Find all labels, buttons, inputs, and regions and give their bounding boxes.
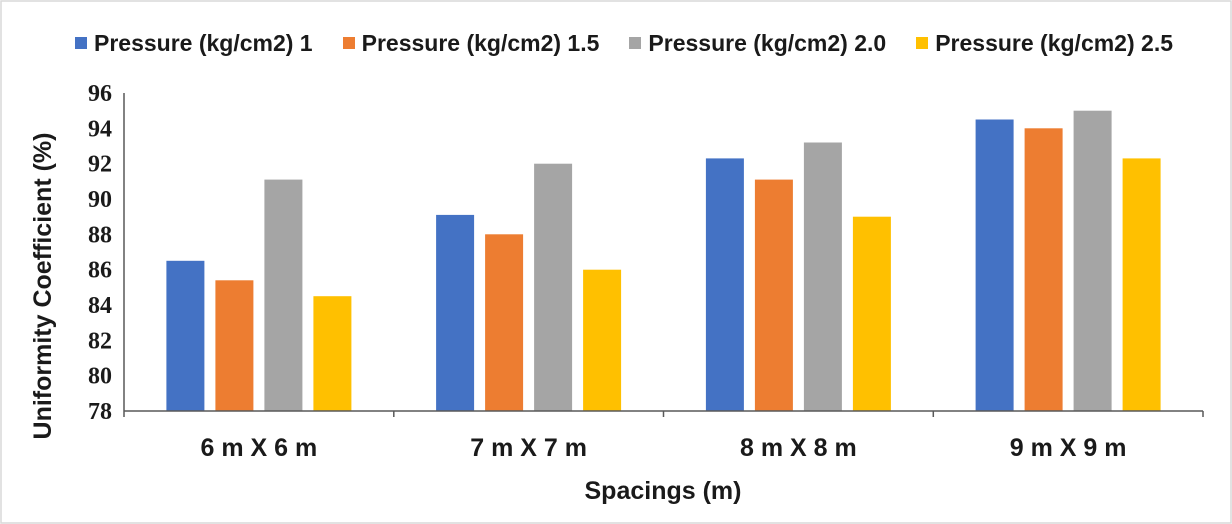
x-category-label-3: 8 m X 8 m — [740, 434, 857, 462]
legend-swatch-4 — [916, 37, 929, 49]
bar-s4-c2 — [583, 269, 622, 411]
legend-item-3: Pressure (kg/cm2) 2.0 — [629, 30, 886, 56]
bar-s3-c3 — [803, 142, 842, 411]
bar-s3-c2 — [534, 163, 573, 411]
legend-item-1: Pressure (kg/cm2) 1 — [74, 30, 313, 56]
bar-s2-c2 — [485, 234, 524, 411]
bar-s1-c2 — [436, 214, 475, 411]
y-tick-label-80: 80 — [88, 364, 112, 390]
bars — [166, 110, 1161, 412]
bar-s2-c4 — [1024, 128, 1063, 412]
bar-s1-c1 — [166, 260, 205, 411]
bar-s4-c3 — [852, 216, 891, 411]
y-tick-label-96: 96 — [88, 81, 112, 107]
y-axis-title: Uniformity Coefficient (%) — [29, 133, 57, 440]
y-tick-label-82: 82 — [88, 328, 112, 354]
bar-s1-c4 — [975, 119, 1014, 411]
x-category-label-4: 9 m X 9 m — [1010, 434, 1127, 462]
y-tick-label-94: 94 — [88, 116, 112, 142]
x-axis-ticks — [123, 411, 1204, 417]
y-tick-label-92: 92 — [88, 152, 112, 178]
y-tick-labels: 78 80 82 84 86 88 90 92 94 96 — [88, 81, 112, 425]
y-tick-label-78: 78 — [88, 399, 112, 425]
legend-item-2: Pressure (kg/cm2) 1.5 — [342, 30, 600, 56]
bar-s2-c1 — [215, 280, 254, 411]
legend-swatch-1 — [74, 37, 87, 49]
legend-item-4: Pressure (kg/cm2) 2.5 — [916, 30, 1173, 56]
bar-s1-c3 — [705, 158, 744, 411]
legend-swatch-3 — [629, 37, 642, 49]
x-category-labels: 6 m X 6 m 7 m X 7 m 8 m X 8 m 9 m X 9 m — [201, 434, 1127, 462]
bar-s4-c4 — [1122, 158, 1161, 411]
y-tick-label-90: 90 — [88, 187, 112, 213]
legend-label-3: Pressure (kg/cm2) 2.0 — [648, 30, 887, 56]
y-tick-label-88: 88 — [88, 222, 112, 248]
legend-label-4: Pressure (kg/cm2) 2.5 — [935, 30, 1173, 56]
legend: Pressure (kg/cm2) 1 Pressure (kg/cm2) 1.5… — [0, 30, 1232, 56]
y-tick-label-86: 86 — [88, 258, 112, 284]
x-category-label-2: 7 m X 7 m — [470, 434, 587, 462]
y-tick-label-84: 84 — [88, 293, 112, 319]
bar-s2-c3 — [754, 179, 793, 411]
x-axis-title: Spacings (m) — [585, 477, 742, 505]
x-category-label-1: 6 m X 6 m — [201, 434, 318, 462]
bar-s3-c4 — [1073, 110, 1112, 411]
legend-swatch-2 — [342, 37, 355, 49]
legend-label-2: Pressure (kg/cm2) 1.5 — [361, 30, 600, 56]
legend-label-1: Pressure (kg/cm2) 1 — [93, 30, 313, 56]
bar-s3-c1 — [264, 179, 303, 411]
bar-s4-c1 — [313, 296, 352, 411]
